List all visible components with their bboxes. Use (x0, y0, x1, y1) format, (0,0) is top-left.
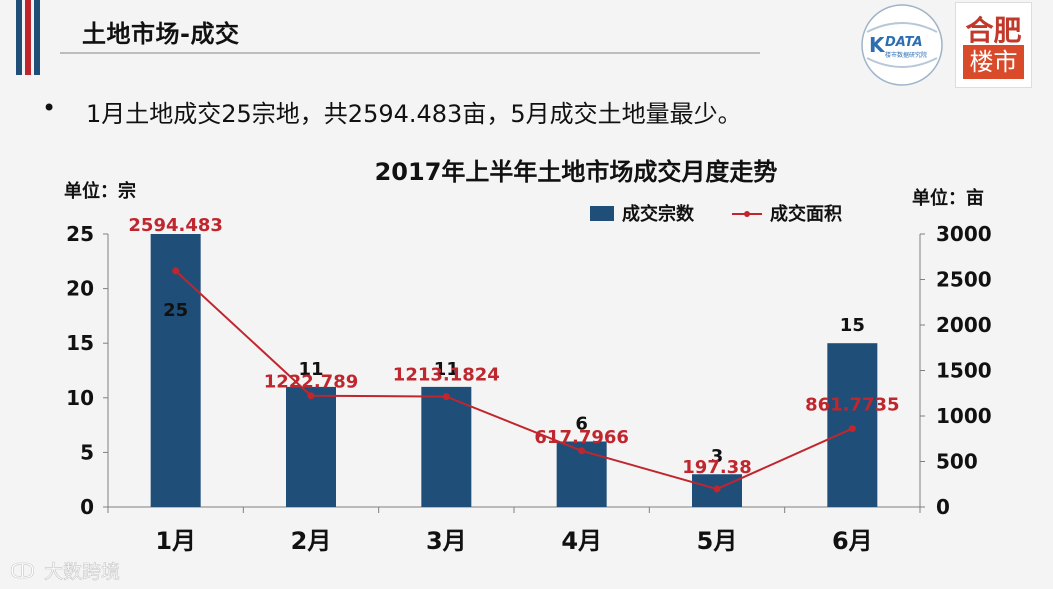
left-axis-unit: 单位：宗 (64, 180, 136, 202)
bar-value-label: 3 (711, 446, 724, 467)
line-point (578, 447, 586, 455)
right-tick-label: 1500 (936, 359, 992, 383)
right-tick-label: 1000 (936, 404, 992, 428)
line-point (848, 425, 856, 433)
x-tick-label: 4月 (561, 527, 602, 555)
svg-text:大数跨境: 大数跨境 (44, 561, 120, 583)
bar-value-label: 6 (575, 413, 588, 434)
legend-bar-label: 成交宗数 (622, 203, 695, 225)
bullet-marker: • (42, 94, 57, 122)
line-value-label: 2594.483 (128, 215, 223, 236)
page-title: 土地市场-成交 (82, 20, 240, 48)
hefei-loushi-logo: 合肥 楼市 (955, 2, 1032, 88)
bar-value-label: 15 (840, 315, 865, 336)
left-tick-label: 15 (66, 331, 94, 355)
right-tick-label: 2000 (936, 313, 992, 337)
bar (286, 386, 336, 507)
chart-legend: 成交宗数 成交面积 (590, 203, 842, 225)
legend-line-marker (744, 211, 750, 217)
line-value-label: 1213.1824 (393, 365, 500, 386)
x-tick-label: 6月 (832, 527, 873, 555)
legend-bar-swatch (590, 206, 614, 221)
header-stripes (16, 0, 40, 75)
bar-value-label: 25 (163, 300, 188, 321)
x-tick-label: 5月 (697, 527, 738, 555)
bar-value-label: 11 (298, 359, 323, 380)
left-tick-label: 20 (66, 277, 94, 301)
right-tick-label: 500 (936, 450, 978, 474)
x-tick-label: 3月 (426, 527, 467, 555)
title-divider (60, 52, 760, 54)
line-point (307, 392, 315, 400)
right-tick-label: 2500 (936, 268, 992, 292)
watermark: ↀ 大数跨境 (10, 559, 121, 584)
bar (150, 234, 201, 507)
line-value-label: 1222.789 (264, 372, 359, 393)
bar-value-label: 11 (434, 359, 459, 380)
left-tick-label: 25 (66, 222, 94, 246)
right-tick-label: 0 (936, 495, 950, 519)
right-axis-unit: 单位：亩 (912, 187, 984, 209)
line-point (713, 485, 721, 493)
svg-text:DATA: DATA (885, 35, 923, 50)
svg-text:K: K (869, 33, 886, 57)
left-tick-label: 5 (80, 440, 94, 464)
x-tick-label: 2月 (291, 527, 332, 555)
line-point (442, 393, 450, 401)
summary-text: 1月土地成交25宗地，共2594.483亩，5月成交土地量最少。 (86, 100, 742, 128)
area-series-line (174, 270, 853, 491)
kdata-logo: K DATA 楼市数据研究院 (861, 4, 943, 86)
line-value-label: 617.7966 (534, 427, 629, 448)
chart-title: 2017年上半年土地市场成交月度走势 (375, 158, 778, 186)
right-tick-label: 3000 (936, 222, 992, 246)
line-value-label: 197.38 (682, 457, 751, 478)
svg-text:楼市数据研究院: 楼市数据研究院 (885, 51, 927, 59)
bar (421, 386, 472, 507)
line-value-label: 861.7735 (805, 395, 900, 416)
left-tick-label: 10 (66, 386, 94, 410)
line-point (172, 267, 180, 275)
x-tick-label: 1月 (155, 527, 196, 555)
left-tick-label: 0 (80, 495, 94, 519)
legend-line-label: 成交面积 (770, 203, 842, 225)
svg-text:ↀ: ↀ (10, 559, 35, 583)
